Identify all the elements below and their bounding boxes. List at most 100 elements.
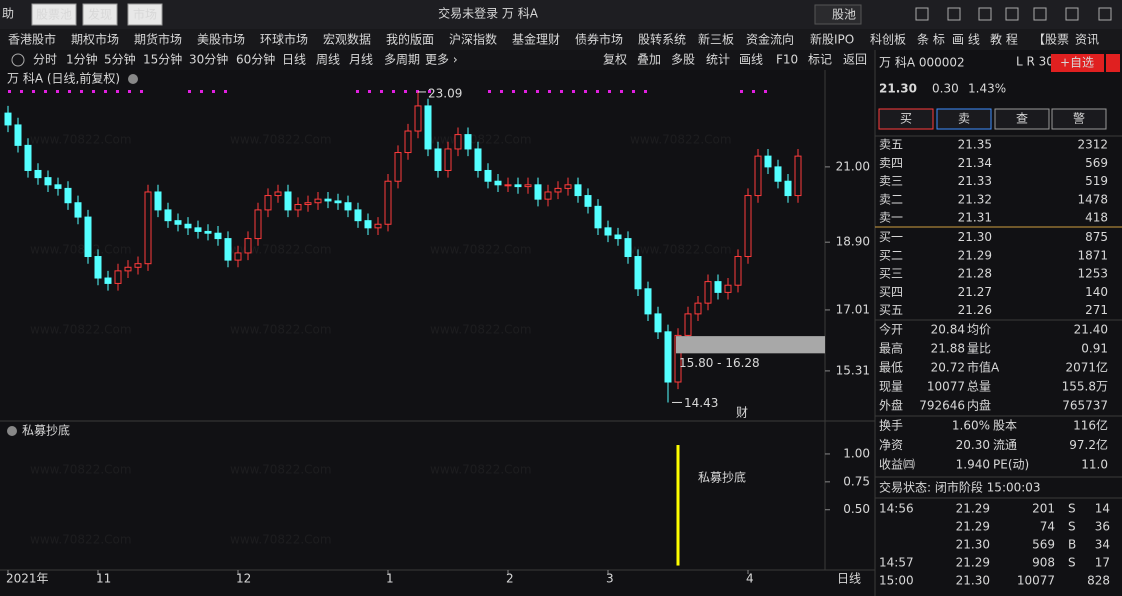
price-pct: 1.43%: [968, 82, 1006, 96]
signal-dot: [128, 90, 131, 93]
menu-item[interactable]: 资讯: [1075, 33, 1099, 47]
candle-body: [474, 148, 482, 171]
candle-body: [564, 184, 572, 189]
toolbar-icon[interactable]: [947, 7, 961, 21]
x-tick-label: 12: [236, 572, 251, 586]
candle-body: [174, 220, 182, 225]
menu-item[interactable]: 新三板: [698, 32, 734, 47]
menu-item[interactable]: 债券市场: [575, 32, 623, 47]
action-button[interactable]: [1051, 108, 1107, 130]
candle-body: [674, 334, 682, 383]
tool-button[interactable]: F10: [776, 53, 798, 67]
pool-label[interactable]: 股池: [832, 8, 856, 22]
candle-body: [104, 277, 112, 284]
toolbar-icon[interactable]: [1005, 7, 1019, 21]
toolbar-icon[interactable]: [1098, 7, 1112, 21]
menu-item[interactable]: 科创板: [870, 33, 906, 47]
candle-body: [374, 223, 382, 229]
menu-item[interactable]: 香港股市: [8, 32, 56, 47]
action-button[interactable]: [994, 108, 1050, 130]
menu-item[interactable]: 美股市场: [197, 32, 245, 47]
tab[interactable]: [127, 3, 163, 26]
tool-button[interactable]: 标记: [808, 53, 832, 67]
menu-item[interactable]: 画 线: [952, 33, 980, 47]
toolbar-icon[interactable]: [978, 7, 992, 21]
menu-item[interactable]: 环球市场: [260, 32, 308, 47]
menu-item[interactable]: 期权市场: [71, 32, 119, 47]
tab-label[interactable]: 发现: [88, 7, 112, 22]
pool-button[interactable]: [814, 4, 862, 25]
tool-button[interactable]: 叠加: [637, 53, 661, 67]
period-label: 日线: [837, 572, 861, 586]
tool-button[interactable]: 复权: [603, 53, 627, 67]
tab-label[interactable]: 股票池: [36, 8, 72, 22]
period-tab[interactable]: 多周期: [384, 53, 420, 67]
book-label: 买三: [879, 267, 903, 281]
tool-button[interactable]: 多股: [671, 53, 695, 67]
period-tab[interactable]: 分时: [33, 53, 57, 67]
menu-item[interactable]: 教 程: [990, 32, 1018, 47]
dropdown-button[interactable]: [1106, 54, 1120, 72]
action-button[interactable]: [878, 108, 934, 130]
tick-count: 17: [1095, 556, 1110, 570]
period-tab[interactable]: 月线: [349, 53, 373, 67]
signal-dot: [404, 90, 407, 93]
menu-item[interactable]: 我的版面: [386, 32, 434, 47]
stat-label: 今开: [879, 322, 903, 337]
price-zone: [676, 336, 825, 354]
watermark: www.70822.Com: [230, 243, 332, 257]
action-label[interactable]: 警: [1073, 111, 1085, 126]
tool-button[interactable]: 返回: [843, 53, 867, 67]
period-tab[interactable]: 60分钟: [236, 52, 275, 67]
toolbar-icon[interactable]: [1065, 7, 1079, 21]
period-tab[interactable]: 周线: [316, 53, 340, 67]
period-tab[interactable]: 15分钟: [143, 52, 182, 67]
candle-body: [494, 180, 502, 186]
high-annotation: 23.09: [428, 86, 462, 100]
x-tick-label: 1: [386, 572, 394, 586]
signal-dot: [80, 90, 83, 93]
menu-item[interactable]: 沪深指数: [449, 32, 497, 47]
period-icon[interactable]: [11, 53, 25, 67]
x-tick-label: 4: [746, 572, 754, 586]
event-marker[interactable]: 财: [736, 406, 748, 420]
menu-item[interactable]: 条 标: [917, 33, 945, 47]
stat-value: 21.40: [1074, 323, 1108, 337]
signal-dot: [356, 90, 359, 93]
add-button[interactable]: [1051, 54, 1104, 72]
period-tab[interactable]: 更多 ›: [425, 53, 458, 67]
toolbar-icon[interactable]: [1033, 7, 1047, 21]
menu-item[interactable]: 资金流向: [746, 32, 794, 47]
tab[interactable]: [82, 3, 118, 26]
menu-item[interactable]: 宏观数据: [323, 32, 371, 47]
watermark: www.70822.Com: [230, 323, 332, 337]
candle-body: [614, 234, 622, 240]
collapse-icon[interactable]: [7, 426, 17, 436]
stat-label: 均价: [967, 323, 991, 337]
tab[interactable]: [31, 3, 77, 26]
menu-item[interactable]: 股转系统: [638, 32, 686, 47]
dropdown-icon[interactable]: [128, 74, 138, 84]
action-label[interactable]: 卖: [958, 112, 970, 126]
period-tab[interactable]: 日线: [282, 53, 306, 67]
toolbar-icon[interactable]: [915, 7, 929, 21]
period-tab[interactable]: 30分钟: [189, 52, 228, 67]
tool-button[interactable]: 统计: [706, 53, 730, 67]
signal-dot: [224, 90, 227, 93]
period-tab[interactable]: 1分钟: [66, 52, 98, 67]
action-label[interactable]: 查: [1016, 112, 1028, 126]
tab-label[interactable]: 市场: [133, 7, 157, 22]
menu-item[interactable]: 期货市场: [134, 32, 182, 47]
menu-item[interactable]: 基金理财: [512, 32, 560, 47]
candle-body: [84, 216, 92, 258]
action-button[interactable]: [936, 108, 992, 130]
menu-item[interactable]: 【股票: [1033, 33, 1069, 47]
action-label[interactable]: 买: [900, 112, 912, 126]
tool-button[interactable]: 画线: [739, 53, 763, 67]
period-tab[interactable]: 5分钟: [104, 52, 136, 67]
menu-item[interactable]: 新股IPO: [810, 32, 854, 47]
signal-dot: [188, 90, 191, 93]
add-button-label[interactable]: +自选: [1060, 56, 1094, 70]
signal-bar: [676, 445, 680, 566]
finance-label: 收益㈣: [879, 458, 915, 472]
